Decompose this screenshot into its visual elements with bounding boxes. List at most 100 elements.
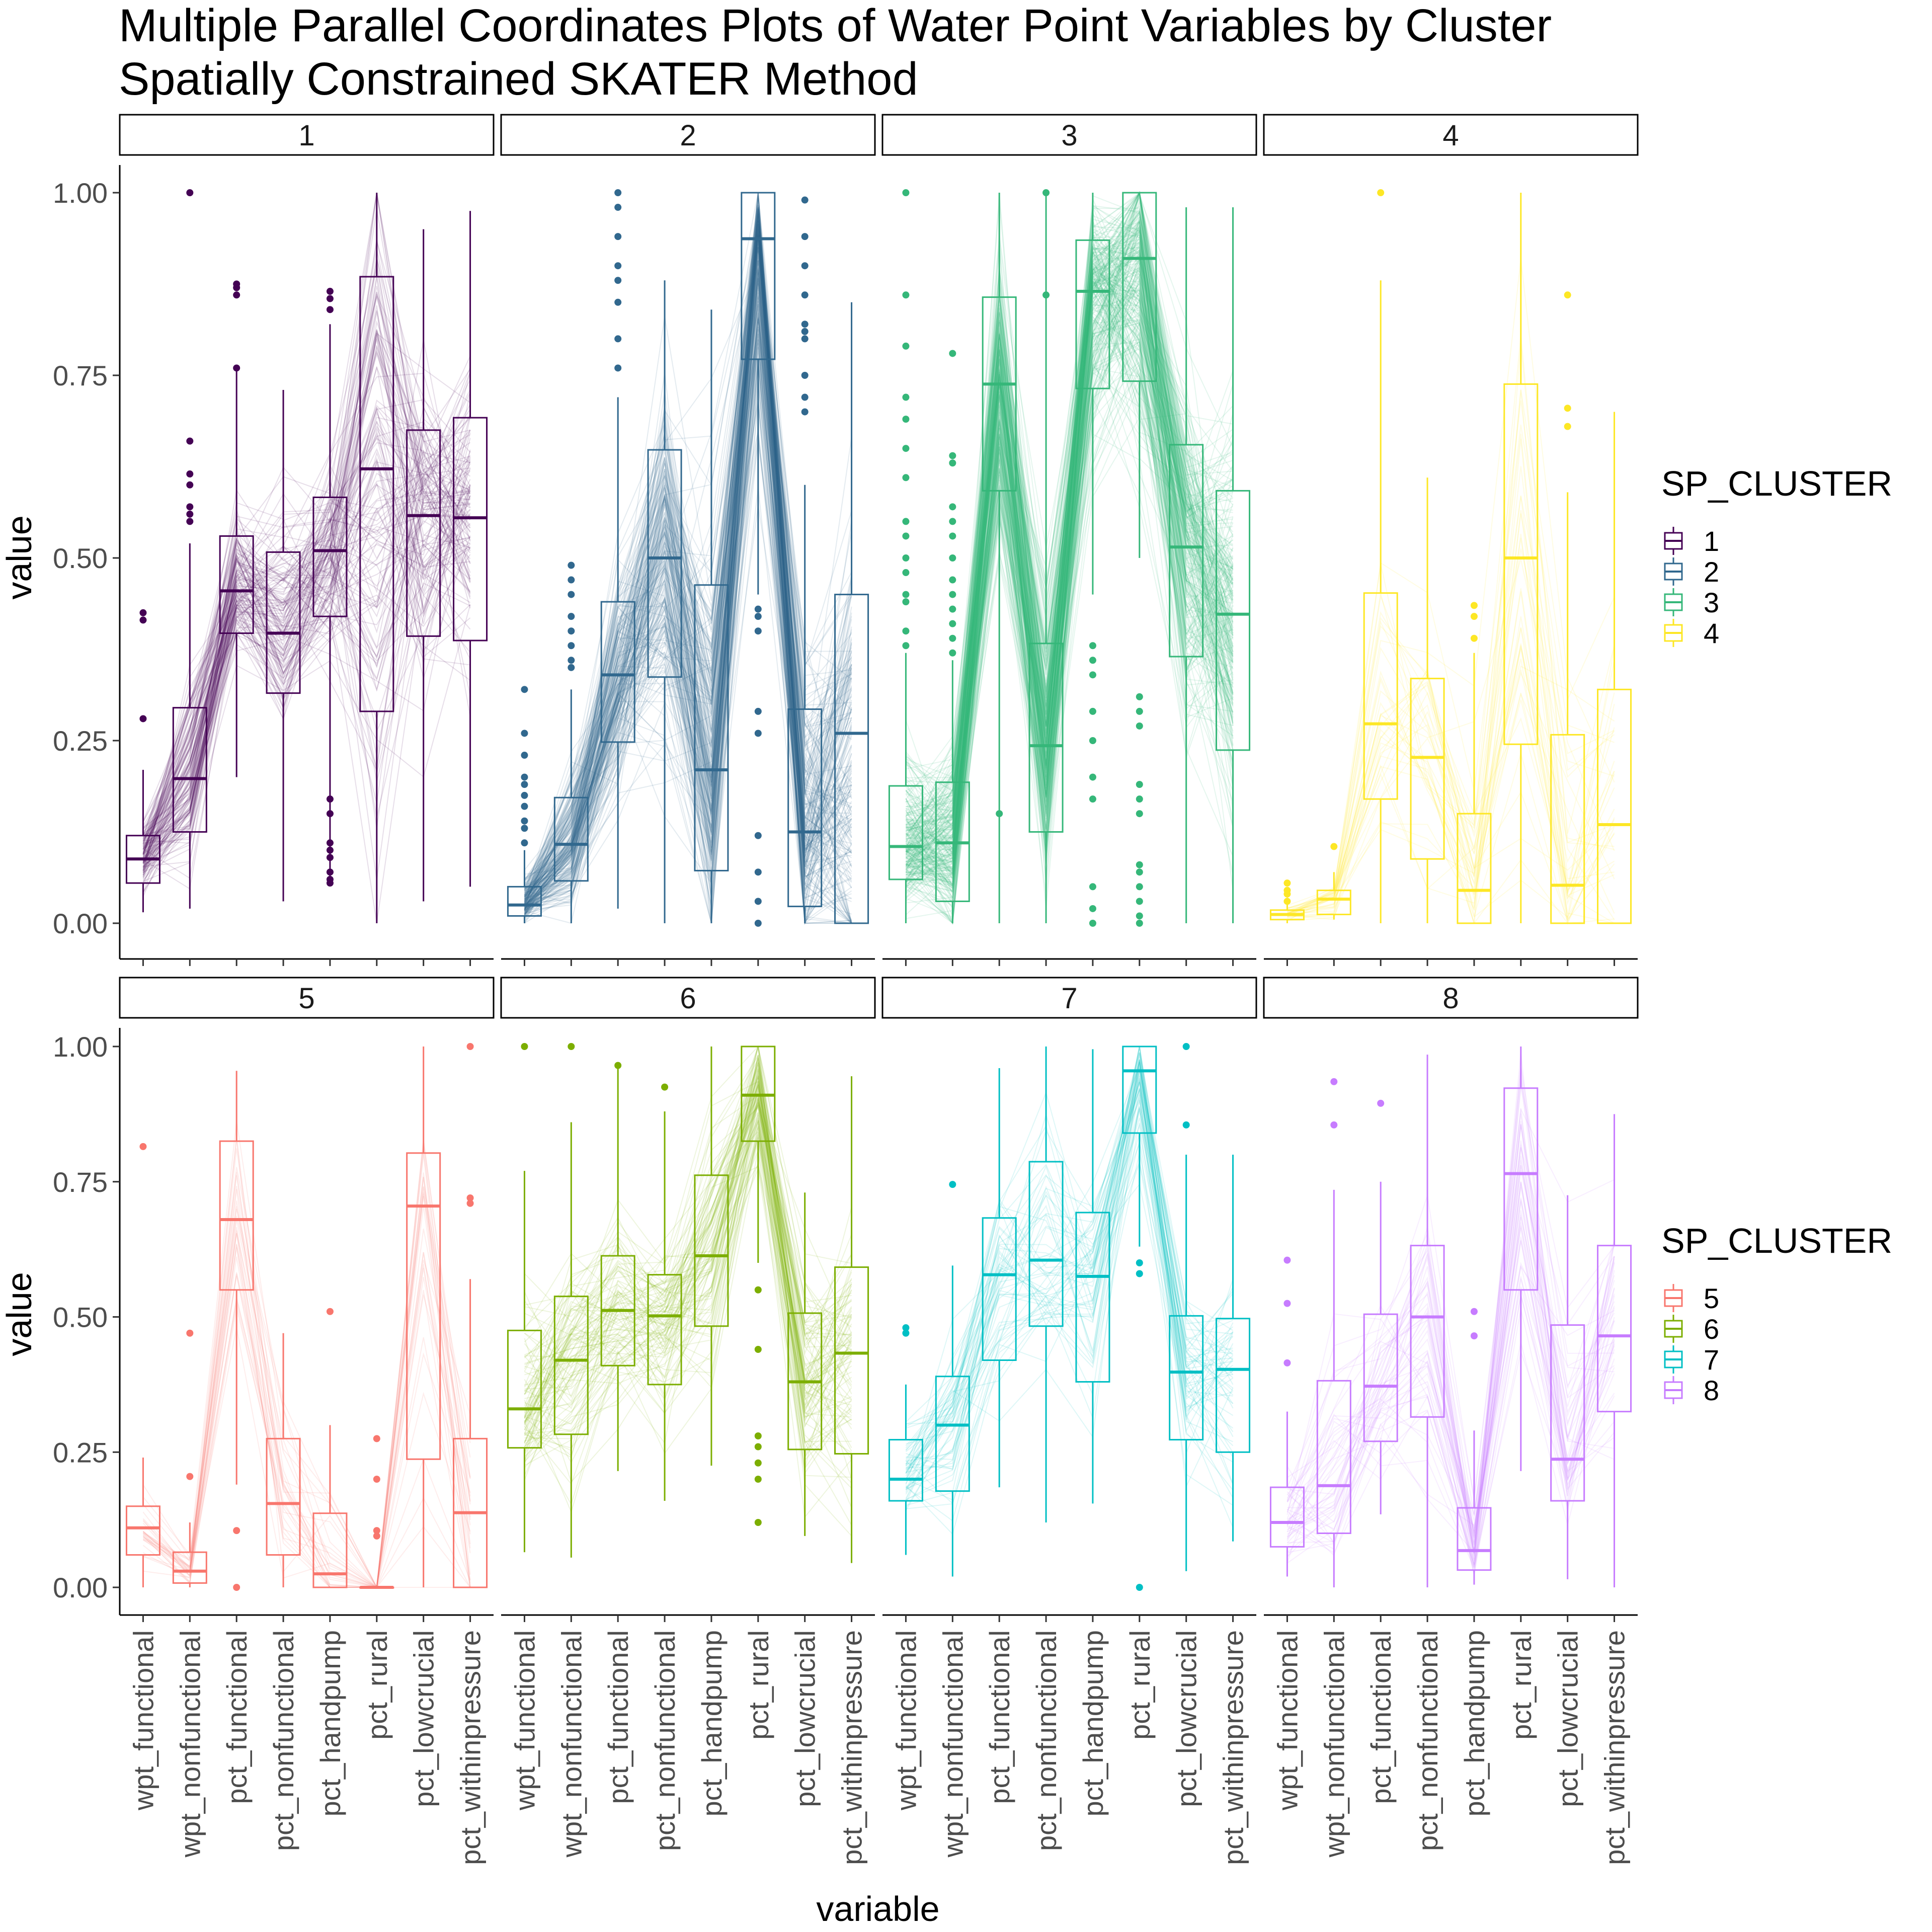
parallel-line <box>142 296 471 839</box>
parallel-line <box>905 216 1234 817</box>
parallel-line <box>905 1052 1234 1470</box>
parallel-line <box>906 221 1234 824</box>
parallel-line <box>906 396 1234 918</box>
parallel-line <box>906 205 1234 829</box>
parallel-line <box>524 1119 852 1526</box>
outlier-point <box>521 686 528 693</box>
y-axis-title-top: value <box>0 515 39 599</box>
parallel-line <box>142 371 471 836</box>
outlier-point <box>233 364 240 372</box>
parallel-line <box>524 362 852 886</box>
parallel-line <box>524 283 852 924</box>
parallel-line <box>524 1080 852 1435</box>
box-iqr <box>982 1217 1017 1361</box>
boxplot-pct_nonfunctional <box>1410 1055 1445 1587</box>
outlier-point <box>902 189 910 196</box>
boxplot-wpt_functional <box>125 1143 160 1587</box>
y-tick-label: 0.50 <box>53 1302 108 1333</box>
parallel-line <box>906 1059 1234 1425</box>
parallel-line <box>1286 1170 1615 1554</box>
parallel-line <box>143 373 471 835</box>
parallel-line <box>1286 1225 1615 1543</box>
parallel-line <box>905 1069 1234 1481</box>
outlier-point <box>614 364 622 372</box>
outlier-point <box>186 189 194 196</box>
strip-box <box>881 114 1257 156</box>
parallel-line <box>905 250 1234 850</box>
box-iqr <box>647 1274 682 1386</box>
parallel-line <box>142 1175 471 1589</box>
parallel-line <box>524 1084 852 1484</box>
outlier-point <box>754 707 762 715</box>
parallel-line <box>524 223 852 908</box>
parallel-line <box>142 439 471 848</box>
parallel-line <box>524 1105 852 1358</box>
parallel-line <box>524 336 852 916</box>
boxplot-pct_withinpressure <box>834 302 869 924</box>
parallel-line <box>906 1060 1233 1500</box>
parallel-line <box>142 257 471 855</box>
parallel-line <box>142 1139 471 1589</box>
parallel-line <box>905 243 1234 884</box>
parallel-line <box>906 334 1234 860</box>
parallel-line <box>142 192 471 830</box>
parallel-line <box>142 537 470 848</box>
parallel-line <box>905 290 1234 924</box>
parallel-line <box>905 253 1234 838</box>
parallel-line <box>524 432 852 904</box>
parallel-line <box>142 366 471 833</box>
outlier-point <box>326 839 334 847</box>
parallel-line <box>905 269 1234 924</box>
parallel-line <box>1286 466 1615 920</box>
parallel-line <box>905 255 1234 871</box>
outlier-point <box>949 576 956 584</box>
outlier-point <box>186 481 194 489</box>
parallel-line <box>142 481 471 887</box>
parallel-line <box>524 306 852 910</box>
outlier-point <box>373 1527 380 1535</box>
parallel-line <box>905 290 1234 866</box>
parallel-line <box>524 1150 852 1518</box>
parallel-line <box>906 210 1234 863</box>
parallel-line <box>142 192 470 851</box>
parallel-line <box>524 278 852 904</box>
parallel-line <box>524 313 852 924</box>
parallel-line <box>1286 1120 1615 1538</box>
parallel-line <box>905 234 1234 920</box>
boxplot-pct_functional <box>219 1071 254 1591</box>
outlier-point <box>902 445 910 452</box>
parallel-line <box>142 415 471 847</box>
parallel-line <box>524 220 852 896</box>
parallel-line <box>905 289 1234 855</box>
legend-title: SP_CLUSTER <box>1661 464 1892 503</box>
parallel-line <box>905 218 1233 794</box>
boxplot-pct_functional <box>982 1068 1017 1488</box>
strip-box <box>119 977 495 1019</box>
box-iqr <box>1075 1212 1110 1383</box>
parallel-line <box>524 1068 852 1388</box>
y-axis-title-bottom: value <box>0 1272 39 1356</box>
boxplot-pct_lowcrucial <box>1550 291 1585 924</box>
parallel-line <box>142 286 471 864</box>
parallel-line <box>524 221 852 922</box>
outlier-point <box>1089 657 1096 664</box>
outlier-point <box>568 657 575 664</box>
parallel-line <box>142 496 471 875</box>
parallel-line <box>906 252 1234 852</box>
parallel-line <box>906 257 1234 838</box>
parallel-line <box>524 242 852 899</box>
outlier-point <box>568 561 575 569</box>
parallel-line <box>906 312 1234 868</box>
parallel-line <box>905 241 1234 850</box>
parallel-line <box>905 1162 1233 1484</box>
parallel-line <box>905 238 1234 831</box>
parallel-line <box>905 1076 1234 1465</box>
parallel-line <box>906 286 1234 878</box>
boxplot-pct_handpump <box>1457 1308 1492 1585</box>
parallel-line <box>906 194 1234 831</box>
strip-box <box>1263 114 1639 156</box>
parallel-line <box>524 1102 852 1399</box>
parallel-line <box>906 191 1234 839</box>
parallel-line <box>1286 1076 1615 1565</box>
